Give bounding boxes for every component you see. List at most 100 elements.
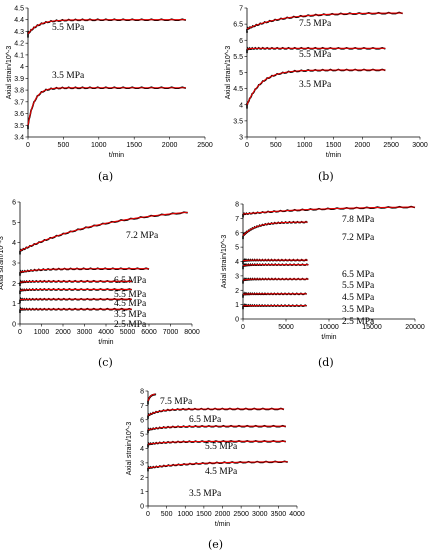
x-tick-label: 500 — [58, 142, 70, 149]
series-label: 3.5 MPa — [52, 71, 85, 81]
y-tick-label: 1 — [140, 489, 144, 496]
x-tick-label: 20000 — [405, 324, 425, 331]
x-tick-label: 7000 — [163, 329, 179, 336]
x-tick-label: 1000 — [34, 329, 50, 336]
series-line-model — [243, 222, 308, 236]
y-tick-label: 7 — [235, 216, 239, 223]
y-tick-label: 5.5 — [233, 54, 243, 61]
x-tick-label: 6000 — [141, 329, 157, 336]
y-tick-label: 4 — [12, 240, 16, 247]
y-tick-label: 4.2 — [14, 41, 24, 48]
y-tick-label: 3 — [12, 261, 16, 268]
x-tick-label: 3000 — [77, 329, 93, 336]
y-tick-label: 4 — [235, 259, 239, 266]
y-tick-label: 5 — [239, 70, 243, 77]
x-tick-label: 2000 — [55, 329, 71, 336]
y-tick-label: 6 — [140, 417, 144, 424]
series-label: 7.5 MPa — [160, 397, 193, 407]
y-tick-label: 4 — [140, 446, 144, 453]
x-tick-label: 4000 — [289, 511, 305, 518]
y-tick-label: 4.5 — [233, 86, 243, 93]
y-axis-title: Axial strain/10^-3 — [221, 235, 228, 289]
panel-label-c: (c) — [98, 356, 113, 369]
x-tick-label: 10000 — [319, 324, 339, 331]
y-tick-label: 4 — [239, 102, 243, 109]
y-tick-label: 4.4 — [14, 17, 24, 24]
y-tick-label: 3.5 — [14, 123, 24, 130]
series-label: 7.8 MPa — [342, 215, 375, 225]
x-tick-label: 4000 — [98, 329, 114, 336]
x-tick-label: 3500 — [271, 511, 287, 518]
x-tick-label: 1500 — [326, 142, 342, 149]
x-tick-label: 5000 — [278, 324, 294, 331]
y-tick-label: 4 — [20, 64, 24, 71]
y-tick-label: 7 — [239, 6, 243, 13]
y-tick-label: 8 — [140, 389, 144, 396]
y-tick-label: 3.6 — [14, 111, 24, 118]
series-label: 6.5 MPa — [189, 415, 222, 425]
series-label: 7.2 MPa — [126, 231, 159, 241]
panel-label-d: (d) — [318, 356, 334, 369]
x-tick-label: 0 — [241, 324, 245, 331]
series-label: 6.5 MPa — [342, 270, 375, 280]
x-tick-label: 2500 — [383, 142, 399, 149]
series-label: 5.5 MPa — [342, 281, 375, 291]
x-tick-label: 1000 — [297, 142, 313, 149]
x-tick-label: 0 — [26, 142, 30, 149]
x-axis-title: t/min — [321, 334, 336, 341]
y-tick-label: 6.5 — [233, 22, 243, 29]
series-line-model — [28, 88, 186, 126]
y-axis-title: Axial strain/10^-3 — [126, 422, 133, 476]
series-label: 5.5 MPa — [299, 50, 332, 60]
y-tick-label: 3.4 — [14, 135, 24, 142]
y-tick-label: 0 — [12, 322, 16, 329]
y-tick-label: 4.5 — [14, 6, 24, 13]
x-tick-label: 0 — [146, 511, 150, 518]
y-tick-label: 4.1 — [14, 52, 24, 59]
x-tick-label: 8000 — [184, 329, 200, 336]
y-tick-label: 6 — [12, 200, 16, 207]
x-tick-label: 2500 — [233, 511, 249, 518]
y-tick-label: 3 — [140, 460, 144, 467]
x-axis-title: t/min — [326, 152, 341, 159]
y-tick-label: 5 — [140, 432, 144, 439]
series-label: 2.5 MPa — [342, 317, 375, 327]
y-tick-label: 2 — [140, 475, 144, 482]
y-tick-label: 0 — [140, 504, 144, 511]
x-tick-label: 3000 — [412, 142, 428, 149]
y-tick-label: 2 — [12, 281, 16, 288]
y-tick-label: 0 — [235, 317, 239, 324]
y-tick-label: 3.8 — [14, 88, 24, 95]
series-label: 3.5 MPa — [114, 310, 147, 320]
x-tick-label: 2000 — [355, 142, 371, 149]
series-label: 3.5 MPa — [342, 305, 375, 315]
series-label: 7.5 MPa — [299, 19, 332, 29]
x-tick-label: 1000 — [177, 511, 193, 518]
y-tick-label: 6 — [235, 230, 239, 237]
y-tick-label: 1 — [235, 302, 239, 309]
series-label: 2.5 MPa — [114, 320, 147, 330]
y-axis-title: Axial strain/10^-3 — [0, 236, 5, 290]
x-tick-label: 500 — [161, 511, 173, 518]
x-axis-title: t/min — [109, 152, 124, 159]
x-tick-label: 0 — [245, 142, 249, 149]
y-tick-label: 3.7 — [14, 99, 24, 106]
panel-label-b: (b) — [318, 170, 334, 183]
x-tick-label: 1000 — [91, 142, 107, 149]
series-line-measured — [20, 212, 188, 254]
series-label: 3.5 MPa — [299, 80, 332, 90]
series-label: 4.5 MPa — [114, 299, 147, 309]
series-line-model — [20, 212, 188, 251]
y-tick-label: 3 — [235, 273, 239, 280]
y-tick-label: 5 — [12, 220, 16, 227]
series-line-model — [148, 426, 286, 430]
y-tick-label: 1 — [12, 301, 16, 308]
series-label: 4.5 MPa — [205, 467, 238, 477]
y-tick-label: 3.9 — [14, 76, 24, 83]
y-tick-label: 4.3 — [14, 29, 24, 36]
